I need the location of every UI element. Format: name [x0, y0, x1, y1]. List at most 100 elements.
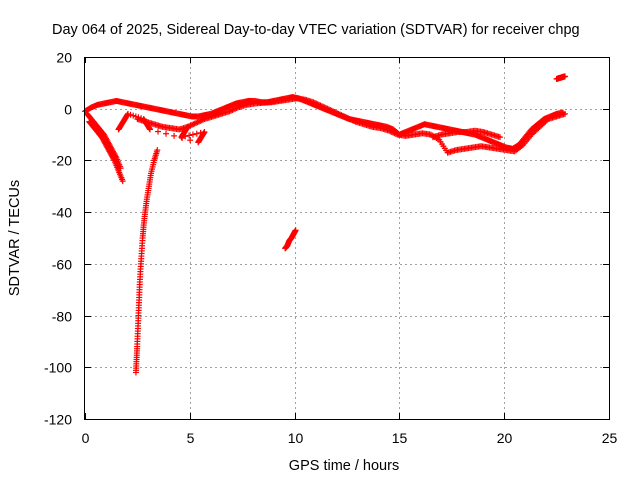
data-point [392, 130, 399, 137]
data-point [117, 165, 124, 172]
data-point [226, 108, 233, 115]
data-point [341, 113, 348, 120]
x-tick-label: 10 [288, 430, 304, 446]
data-point [232, 105, 239, 112]
data-point [518, 142, 525, 149]
data-point [325, 106, 332, 113]
data-point [335, 110, 342, 117]
data-point [561, 73, 568, 80]
data-point [318, 103, 325, 110]
data-point [324, 105, 331, 112]
data-point [390, 129, 397, 136]
data-point [337, 111, 344, 118]
data-point [310, 99, 317, 106]
y-tick-label: -20 [52, 153, 72, 169]
x-tick-label: 0 [82, 430, 90, 446]
data-point [154, 147, 161, 154]
x-tick-label: 15 [392, 430, 408, 446]
data-point [163, 130, 170, 137]
data-point [349, 117, 356, 124]
y-tick-label: -120 [44, 412, 72, 428]
data-point [497, 134, 504, 141]
y-tick-label: -80 [52, 309, 72, 325]
data-point [330, 108, 337, 115]
data-point [342, 114, 349, 121]
data-point [346, 116, 353, 123]
data-point [193, 119, 200, 126]
data-point [334, 110, 341, 117]
data-point [193, 130, 200, 137]
data-point [138, 115, 145, 122]
y-tick-label: -60 [52, 257, 72, 273]
y-axis-label: SDTVAR / TECUs [7, 180, 23, 296]
data-point [229, 107, 236, 114]
data-point [292, 227, 299, 234]
data-point [385, 127, 392, 134]
data-points-layer [82, 73, 568, 376]
data-point [184, 123, 191, 130]
data-point [195, 118, 202, 125]
x-tick-label: 5 [187, 430, 195, 446]
data-point [561, 110, 568, 117]
data-point [391, 130, 398, 137]
data-point [146, 126, 153, 133]
data-point [327, 107, 334, 114]
data-point [311, 99, 318, 106]
tick-labels: 0 5 10 15 20 25 20 0 -20 -40 -60 -80 -100 -120 [44, 50, 618, 447]
data-point [339, 112, 346, 119]
data-point [191, 120, 198, 127]
data-point [321, 104, 328, 111]
data-point [188, 121, 195, 128]
data-point [387, 128, 394, 135]
data-point [233, 105, 240, 112]
data-point [171, 132, 178, 139]
data-point [198, 117, 205, 124]
x-tick-label: 25 [602, 430, 618, 446]
y-tick-label: 20 [56, 50, 72, 66]
data-point [187, 122, 194, 129]
data-point [190, 121, 197, 128]
data-point [197, 117, 204, 124]
data-point [119, 178, 126, 185]
y-tick-label: -100 [44, 360, 72, 376]
data-point [124, 110, 131, 117]
data-point [130, 112, 137, 119]
data-point [317, 102, 324, 109]
data-point [135, 114, 142, 121]
data-point [338, 112, 345, 119]
data-point [328, 107, 335, 114]
grid-layer [85, 57, 609, 419]
y-tick-label: 0 [64, 102, 72, 118]
data-point [323, 105, 330, 112]
data-point [314, 101, 321, 108]
data-point [320, 103, 327, 110]
data-point [132, 113, 139, 120]
data-point [155, 128, 162, 135]
data-point [230, 106, 237, 113]
data-point [201, 128, 208, 135]
data-point [388, 128, 395, 135]
data-point [194, 119, 201, 126]
plot-frame [84, 57, 610, 420]
x-axis-label: GPS time / hours [289, 458, 399, 474]
x-tick-label: 20 [497, 430, 513, 446]
data-point [344, 114, 350, 121]
data-point [127, 111, 134, 118]
data-point [350, 117, 357, 124]
y-tick-label: -40 [52, 205, 72, 221]
data-point [331, 108, 338, 115]
data-point [186, 132, 193, 139]
data-point [332, 109, 339, 116]
chart-title: Day 064 of 2025, Sidereal Day-to-day VTE… [52, 22, 580, 38]
data-point [187, 137, 194, 144]
data-point [345, 115, 352, 122]
data-point [189, 131, 196, 138]
data-point [197, 129, 204, 136]
data-point [228, 107, 235, 114]
data-point [112, 153, 119, 160]
data-point [348, 116, 355, 123]
data-point [313, 100, 320, 107]
data-point [200, 116, 207, 123]
data-point [316, 101, 323, 108]
